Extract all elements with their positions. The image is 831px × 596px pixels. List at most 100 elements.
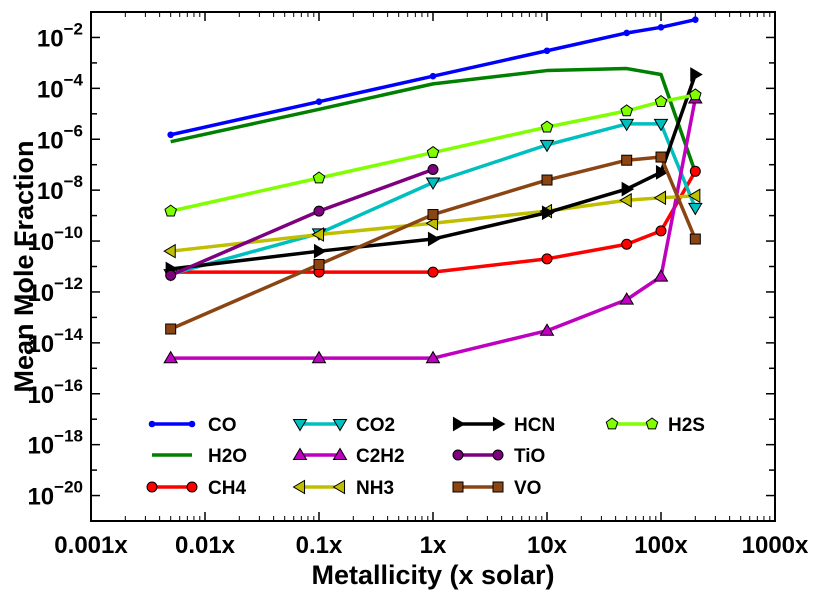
data-point-ch4 bbox=[621, 238, 633, 250]
y-tick-exponent: −8 bbox=[64, 172, 83, 191]
data-point-nh3 bbox=[619, 192, 632, 208]
legend-marker-h2s bbox=[645, 417, 659, 430]
y-tick-base: 10 bbox=[27, 382, 54, 409]
legend-entry-tio: TiO bbox=[452, 446, 545, 467]
y-tick-base: 10 bbox=[37, 25, 64, 52]
legend-entry-ch4: CH4 bbox=[146, 478, 246, 499]
data-point-ch4 bbox=[541, 253, 553, 265]
y-tick-label: 10−18 bbox=[27, 427, 83, 460]
data-point-co bbox=[429, 72, 437, 80]
data-point-c2h2 bbox=[539, 323, 555, 336]
series-ch4 bbox=[165, 165, 701, 278]
y-tick-label: 10−14 bbox=[27, 325, 83, 358]
legend-marker-tio bbox=[492, 449, 504, 461]
y-tick-label: 10−8 bbox=[37, 172, 83, 205]
data-point-vo bbox=[541, 174, 553, 186]
y-axis-label: Mean Mole Fraction bbox=[9, 140, 39, 392]
series-line-c2h2 bbox=[170, 98, 698, 360]
y-tick-exponent: −2 bbox=[64, 19, 83, 38]
legend-entry-vo: VO bbox=[452, 478, 541, 499]
data-point-ch4 bbox=[655, 225, 667, 237]
series-vo bbox=[165, 151, 701, 335]
y-tick-label: 10−4 bbox=[37, 70, 84, 103]
x-tick-label: 10x bbox=[527, 532, 568, 559]
y-tick-exponent: −10 bbox=[54, 223, 83, 242]
y-tick-base: 10 bbox=[37, 76, 64, 103]
x-tick-label: 100x bbox=[634, 532, 688, 559]
legend-label-h2o: H2O bbox=[208, 446, 247, 467]
plot-frame bbox=[90, 11, 776, 522]
data-point-nh3 bbox=[163, 243, 176, 259]
legend-marker-hcn bbox=[452, 416, 466, 432]
legend-marker-vo bbox=[492, 481, 504, 493]
data-point-hcn bbox=[621, 181, 635, 197]
legend-marker-nh3 bbox=[292, 479, 306, 495]
data-point-h2s bbox=[426, 145, 440, 158]
x-tick-label: 1000x bbox=[742, 532, 809, 559]
legend: CO H2O CH4 CO2 C2H2 NH3 HCN TiO VO H2S bbox=[146, 415, 705, 499]
data-point-vo bbox=[655, 151, 667, 163]
data-point-vo bbox=[427, 209, 439, 221]
legend-marker-c2h2 bbox=[332, 447, 348, 461]
legend-marker-co bbox=[148, 420, 156, 428]
legend-marker-c2h2 bbox=[292, 447, 308, 461]
data-point-tio bbox=[313, 205, 325, 217]
series-h2o bbox=[170, 66, 697, 173]
legend-marker-h2s bbox=[605, 417, 619, 430]
data-point-h2s bbox=[312, 171, 326, 184]
x-tick-label: 0.001x bbox=[54, 532, 128, 559]
tick-labels: 0.001x 0.01x 0.1x 1x 10x 100x 1000x10−210−410−… bbox=[27, 19, 809, 559]
legend-label-hcn: HCN bbox=[514, 415, 555, 436]
x-tick-label: 1x bbox=[420, 532, 447, 559]
series-h2s bbox=[164, 88, 702, 217]
data-point-c2h2 bbox=[163, 350, 179, 364]
data-point-co2 bbox=[653, 118, 669, 132]
series-nh3 bbox=[163, 188, 701, 259]
y-tick-exponent: −18 bbox=[54, 427, 83, 446]
legend-entry-h2o: H2O bbox=[152, 446, 247, 467]
legend-marker-tio bbox=[452, 449, 464, 461]
data-point-tio bbox=[427, 163, 439, 175]
legend-label-c2h2: C2H2 bbox=[356, 446, 405, 467]
y-tick-base: 10 bbox=[37, 178, 64, 205]
series-hcn bbox=[165, 67, 703, 277]
series-layer bbox=[163, 16, 703, 364]
legend-marker-co2 bbox=[292, 418, 308, 432]
y-tick-base: 10 bbox=[27, 229, 54, 256]
x-axis-label: Metallicity (x solar) bbox=[311, 560, 554, 590]
data-point-h2s bbox=[654, 95, 668, 108]
data-point-hcn bbox=[427, 231, 441, 247]
y-tick-label: 10−10 bbox=[27, 223, 83, 256]
legend-marker-hcn bbox=[492, 416, 506, 432]
series-co bbox=[167, 16, 699, 139]
y-tick-exponent: −6 bbox=[64, 121, 83, 140]
data-point-vo bbox=[689, 233, 701, 245]
data-point-h2s bbox=[620, 104, 633, 117]
y-tick-label: 10−12 bbox=[27, 274, 83, 307]
data-point-c2h2 bbox=[653, 269, 669, 282]
legend-label-co: CO bbox=[208, 415, 237, 436]
data-point-co bbox=[315, 98, 323, 105]
legend-label-ch4: CH4 bbox=[208, 478, 246, 499]
x-tick-label: 0.01x bbox=[175, 532, 236, 559]
data-point-vo bbox=[313, 258, 325, 270]
data-point-hcn bbox=[313, 243, 327, 259]
legend-marker-nh3 bbox=[332, 479, 346, 495]
legend-label-vo: VO bbox=[514, 478, 541, 499]
y-tick-exponent: −16 bbox=[54, 376, 83, 395]
data-point-vo bbox=[621, 154, 633, 166]
data-point-h2s bbox=[689, 88, 702, 101]
y-tick-exponent: −12 bbox=[54, 274, 83, 293]
y-tick-label: 10−16 bbox=[27, 376, 83, 409]
legend-entry-h2s: H2S bbox=[605, 415, 705, 436]
legend-marker-ch4 bbox=[146, 481, 158, 493]
data-point-co2 bbox=[619, 118, 635, 132]
y-tick-label: 10−2 bbox=[37, 19, 83, 52]
y-tick-base: 10 bbox=[27, 331, 54, 358]
data-point-ch4 bbox=[689, 165, 701, 177]
data-point-co2 bbox=[425, 177, 441, 190]
data-point-co bbox=[623, 29, 630, 37]
data-point-c2h2 bbox=[311, 350, 327, 364]
series-tio bbox=[165, 163, 439, 281]
